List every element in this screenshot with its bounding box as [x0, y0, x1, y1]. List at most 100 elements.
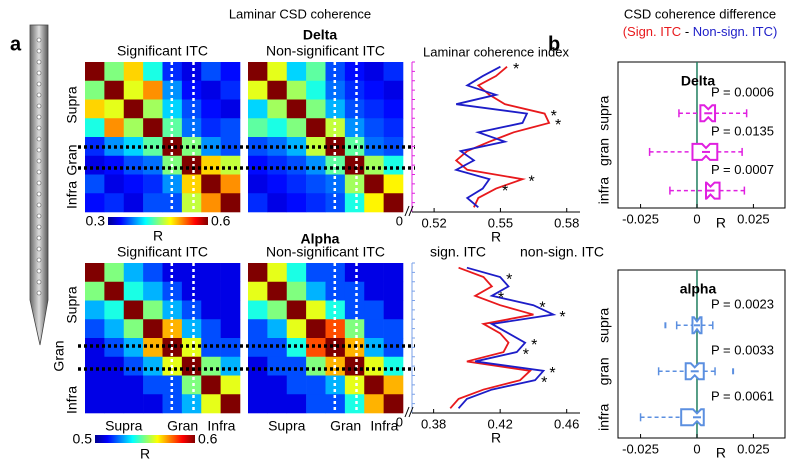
- heatmap-cell: [248, 99, 268, 119]
- probe-contact: [36, 158, 42, 164]
- colorbar-tick-label: 0.5: [73, 431, 93, 447]
- heatmap-cell: [383, 375, 404, 395]
- category-label: supra: [596, 308, 612, 343]
- heatmap-cell: [306, 319, 326, 339]
- heatmap-cell: [201, 319, 221, 339]
- heatmap-cell: [85, 263, 105, 283]
- heatmap-cell: [201, 375, 221, 395]
- heatmap-cell: [248, 80, 268, 100]
- plot-frame: [617, 269, 786, 439]
- heatmap-cell: [364, 319, 384, 339]
- heatmap-cell: [85, 80, 105, 100]
- x-tick-label: 0.55: [488, 215, 513, 230]
- plot-title: Delta: [681, 73, 715, 89]
- heatmap-cell: [306, 375, 326, 395]
- heatmap-cell: [85, 137, 105, 157]
- row-label: Supra: [64, 286, 80, 324]
- heatmap-cell: [344, 80, 365, 100]
- heatmap-cell: [181, 394, 202, 414]
- probe-contact: [36, 202, 42, 208]
- x-axis-label: R: [491, 229, 501, 245]
- panel-title: CSD coherence difference: [624, 6, 776, 21]
- heatmap-cell: [123, 118, 144, 138]
- heatmap-cell: [286, 263, 307, 283]
- probe-contact: [36, 191, 42, 197]
- heatmap-cell: [123, 300, 144, 320]
- heatmap-cell: [220, 99, 241, 119]
- heatmap-cell: [344, 263, 365, 283]
- heatmap-cell: [364, 118, 384, 138]
- heatmap-cell: [364, 263, 384, 283]
- heatmap-cell: [267, 62, 288, 82]
- band-title: Alpha: [301, 231, 340, 247]
- heatmap-cell: [364, 375, 384, 395]
- heatmap-cell: [344, 118, 365, 138]
- heatmap-cell: [201, 300, 221, 320]
- heatmap-cell: [181, 137, 202, 157]
- subtitle-part: -: [681, 24, 693, 39]
- heatmap-cell: [201, 99, 221, 119]
- probe-contact: [36, 147, 42, 153]
- plot-title: alpha: [680, 281, 717, 297]
- heatmap-cell: [123, 319, 144, 339]
- heatmap-cell: [220, 300, 241, 320]
- axis-break: [408, 205, 414, 217]
- heatmap-cell: [181, 62, 202, 82]
- p-value-label: P = 0.0006: [711, 85, 774, 100]
- heatmap-cell: [181, 356, 202, 376]
- probe-contact: [36, 114, 42, 120]
- column-label: Supra: [105, 418, 143, 434]
- heatmap-cell: [248, 193, 268, 213]
- x-tick-label: -0.025: [622, 211, 659, 226]
- heatmap-cell: [267, 174, 288, 194]
- significance-marker: *: [539, 299, 545, 316]
- heatmap-cell: [162, 300, 183, 320]
- significance-marker: *: [523, 346, 529, 363]
- heatmap-cell: [383, 62, 404, 82]
- heatmap-cell: [306, 174, 326, 194]
- heatmap-cell: [123, 375, 144, 395]
- significance-marker: *: [506, 271, 512, 288]
- heatmap-cell: [344, 193, 365, 213]
- heatmap-cell: [383, 118, 404, 138]
- probe-contact: [36, 290, 42, 296]
- heatmap-cell: [123, 193, 144, 213]
- heatmap-cell: [85, 338, 105, 358]
- heatmap-cell: [143, 155, 163, 175]
- probe-contact: [36, 268, 42, 274]
- heatmap-cell: [85, 281, 105, 301]
- heatmap-cell: [143, 394, 163, 414]
- subtitle-part: (Sign. ITC: [623, 24, 682, 39]
- heatmap-cell: [143, 300, 163, 320]
- heatmap-cell: [364, 62, 384, 82]
- probe-contacts: [36, 37, 42, 296]
- heatmap-cell: [306, 300, 326, 320]
- heatmap-cell: [286, 99, 307, 119]
- heatmap-cell: [143, 356, 163, 376]
- heatmap-cell: [104, 300, 125, 320]
- axis-break-label: 0: [396, 213, 403, 228]
- heatmap-cell: [344, 155, 365, 175]
- significance-marker: *: [559, 309, 565, 326]
- heatmap-cell: [162, 319, 183, 339]
- heatmap-cell: [306, 281, 326, 301]
- heatmap-cell: [220, 263, 241, 283]
- heatmap-cell: [383, 263, 404, 283]
- heatmap-cell: [201, 80, 221, 100]
- heatmap-cell: [383, 281, 404, 301]
- p-value-label: P = 0.0061: [711, 389, 774, 404]
- heatmap-cell: [104, 319, 125, 339]
- heatmap-cell: [383, 99, 404, 119]
- heatmap-cell: [267, 80, 288, 100]
- heatmap-cell: [220, 62, 241, 82]
- heatmap-cell: [162, 62, 183, 82]
- heatmap-cell: [286, 356, 307, 376]
- heatmap-cell: [248, 281, 268, 301]
- heatmap-cell: [181, 118, 202, 138]
- band-title: Delta: [303, 27, 337, 43]
- heatmap-cell: [383, 300, 404, 320]
- category-label: infra: [596, 403, 612, 430]
- probe-contact: [36, 235, 42, 241]
- heatmap-cell: [267, 394, 288, 414]
- heatmap-cell: [267, 99, 288, 119]
